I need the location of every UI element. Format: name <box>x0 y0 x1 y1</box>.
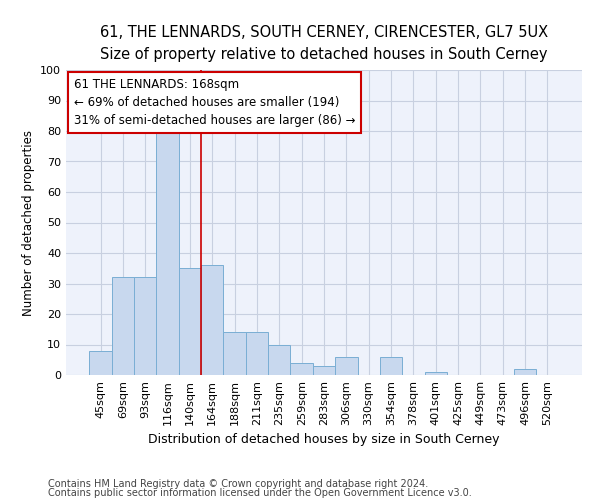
Bar <box>290 363 313 375</box>
Bar <box>179 268 201 375</box>
Bar <box>246 332 268 375</box>
Bar <box>313 366 335 375</box>
Bar <box>380 356 402 375</box>
Bar <box>112 278 134 375</box>
Text: 61 THE LENNARDS: 168sqm
← 69% of detached houses are smaller (194)
31% of semi-d: 61 THE LENNARDS: 168sqm ← 69% of detache… <box>74 78 355 126</box>
Bar <box>268 344 290 375</box>
Text: Contains public sector information licensed under the Open Government Licence v3: Contains public sector information licen… <box>48 488 472 498</box>
Title: 61, THE LENNARDS, SOUTH CERNEY, CIRENCESTER, GL7 5UX
Size of property relative t: 61, THE LENNARDS, SOUTH CERNEY, CIRENCES… <box>100 24 548 62</box>
Bar <box>514 369 536 375</box>
Bar <box>335 356 358 375</box>
Bar <box>425 372 447 375</box>
Bar <box>134 278 157 375</box>
X-axis label: Distribution of detached houses by size in South Cerney: Distribution of detached houses by size … <box>148 434 500 446</box>
Bar <box>223 332 246 375</box>
Y-axis label: Number of detached properties: Number of detached properties <box>22 130 35 316</box>
Bar <box>201 265 223 375</box>
Bar <box>89 350 112 375</box>
Text: Contains HM Land Registry data © Crown copyright and database right 2024.: Contains HM Land Registry data © Crown c… <box>48 479 428 489</box>
Bar <box>157 131 179 375</box>
